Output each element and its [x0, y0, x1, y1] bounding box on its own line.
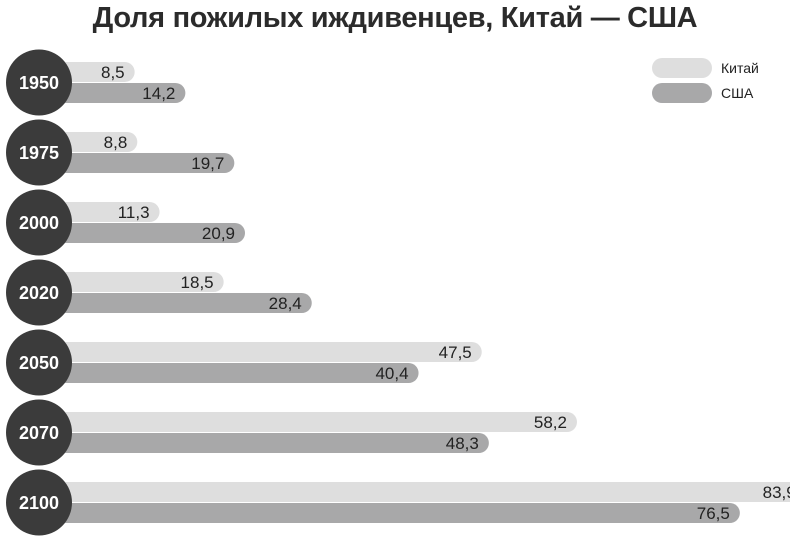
chart-title: Доля пожилых иждивенцев, Китай — США [92, 2, 698, 34]
bar-value-china-2050: 47,5 [439, 343, 472, 362]
year-label-2000: 2000 [19, 213, 59, 233]
bar-value-china-1950: 8,5 [101, 63, 125, 82]
bar-value-usa-2100: 76,5 [697, 504, 730, 523]
bar-usa-2000 [39, 223, 246, 243]
year-circle-2020 [6, 259, 72, 326]
bar-value-usa-1950: 14,2 [142, 84, 175, 103]
bar-value-china-1975: 8,8 [104, 133, 128, 152]
bar-value-usa-2070: 48,3 [446, 434, 479, 453]
bar-value-china-2070: 58,2 [534, 413, 567, 432]
bar-value-usa-2020: 28,4 [269, 294, 302, 313]
year-circle-2050 [6, 329, 72, 396]
bar-china-2100 [39, 482, 790, 502]
bar-value-usa-1975: 19,7 [191, 154, 224, 173]
bar-usa-1975 [39, 153, 235, 173]
year-circle-1950 [6, 49, 72, 116]
year-label-2020: 2020 [19, 283, 59, 303]
bar-value-usa-2000: 20,9 [202, 224, 235, 243]
legend-label-usa: США [721, 85, 754, 101]
legend: Китай США [652, 58, 759, 103]
bars-layer: 8,5 14,2 1950 8,8 19,7 1975 11,3 20,9 2000 18,5 28… [6, 49, 790, 536]
bar-value-china-2000: 11,3 [118, 203, 150, 222]
bar-value-china-2020: 18,5 [181, 273, 214, 292]
bar-usa-2050 [39, 363, 419, 383]
bar-china-2050 [39, 342, 482, 362]
year-circle-1975 [6, 119, 72, 186]
year-label-1950: 1950 [19, 73, 59, 93]
year-label-2050: 2050 [19, 353, 59, 373]
year-label-1975: 1975 [19, 143, 59, 163]
bar-usa-1950 [39, 83, 186, 103]
bar-usa-2100 [39, 503, 740, 523]
year-circle-2100 [6, 469, 72, 536]
year-label-2100: 2100 [19, 493, 59, 513]
year-circle-2070 [6, 399, 72, 466]
bar-value-china-2100: 83,9 [763, 483, 790, 502]
bar-china-2020 [39, 272, 224, 292]
legend-swatch-usa [652, 83, 712, 103]
legend-swatch-china [652, 58, 712, 78]
bar-china-2070 [39, 412, 577, 432]
bar-value-usa-2050: 40,4 [375, 364, 408, 383]
year-label-2070: 2070 [19, 423, 59, 443]
bar-usa-2020 [39, 293, 312, 313]
legend-label-china: Китай [721, 60, 759, 76]
year-circle-2000 [6, 189, 72, 256]
bar-usa-2070 [39, 433, 489, 453]
